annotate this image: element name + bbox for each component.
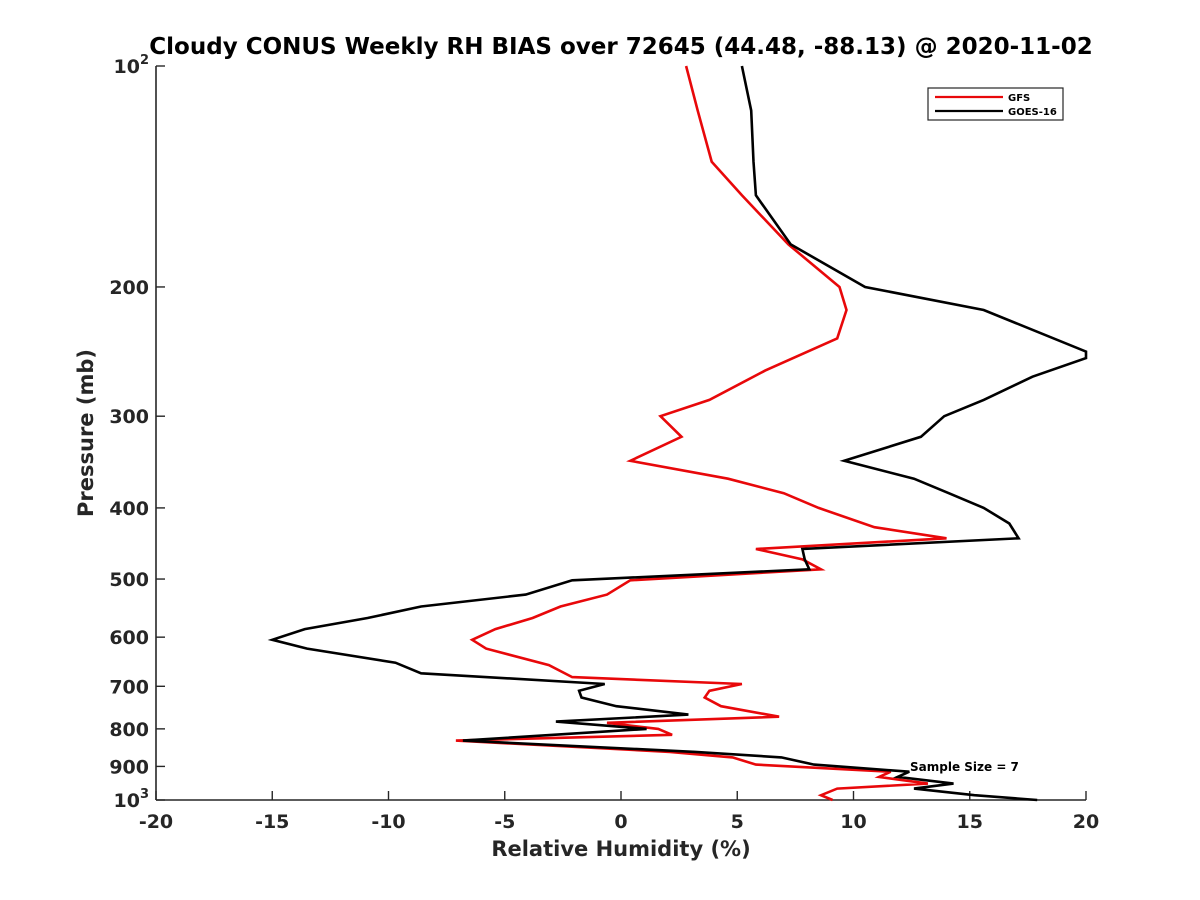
x-tick-label: 10 (840, 811, 866, 833)
plot-area: -20 -15 -10 -5 0 5 10 15 20 102 200 300 400 500 600 70… (109, 53, 1099, 833)
x-tick-label: -20 (139, 811, 173, 833)
sample-size-annotation: Sample Size = 7 (910, 760, 1019, 774)
x-tick-label: 20 (1073, 811, 1099, 833)
series-line-gfs (455, 65, 947, 802)
legend-label-goes16: GOES-16 (1008, 107, 1057, 118)
y-tick-label: 600 (109, 627, 149, 649)
y-tick-label: 300 (109, 406, 149, 428)
y-tick-label: 400 (109, 498, 149, 520)
x-axis-label: Relative Humidity (%) (491, 837, 750, 861)
x-tick-label: 15 (957, 811, 983, 833)
x-tick-label: 0 (614, 811, 627, 833)
x-tick-label: -15 (255, 811, 289, 833)
y-tick-label: 200 (109, 277, 149, 299)
series-line-goes16 (267, 65, 1088, 802)
y-tick-label: 900 (109, 756, 149, 778)
y-tick-label: 500 (109, 569, 149, 591)
x-tick-label: 5 (731, 811, 744, 833)
chart-title: Cloudy CONUS Weekly RH BIAS over 72645 (… (149, 34, 1092, 60)
legend-box (927, 87, 1064, 121)
x-tick-label: -10 (371, 811, 405, 833)
y-axis-label: Pressure (mb) (74, 349, 98, 517)
y-tick-label: 800 (109, 719, 149, 741)
y-tick-label: 102 (114, 53, 150, 78)
legend: GFS GOES-16 (927, 87, 1064, 121)
y-tick-label: 103 (114, 787, 150, 812)
x-axis-ticks: -20 -15 -10 -5 0 5 10 15 20 (139, 791, 1099, 833)
x-tick-label: -5 (494, 811, 515, 833)
legend-label-gfs: GFS (1008, 93, 1030, 104)
series-layer (267, 65, 1088, 802)
y-axis-ticks: 102 200 300 400 500 600 700 800 900 103 (109, 53, 165, 812)
y-tick-label: 700 (109, 676, 149, 698)
